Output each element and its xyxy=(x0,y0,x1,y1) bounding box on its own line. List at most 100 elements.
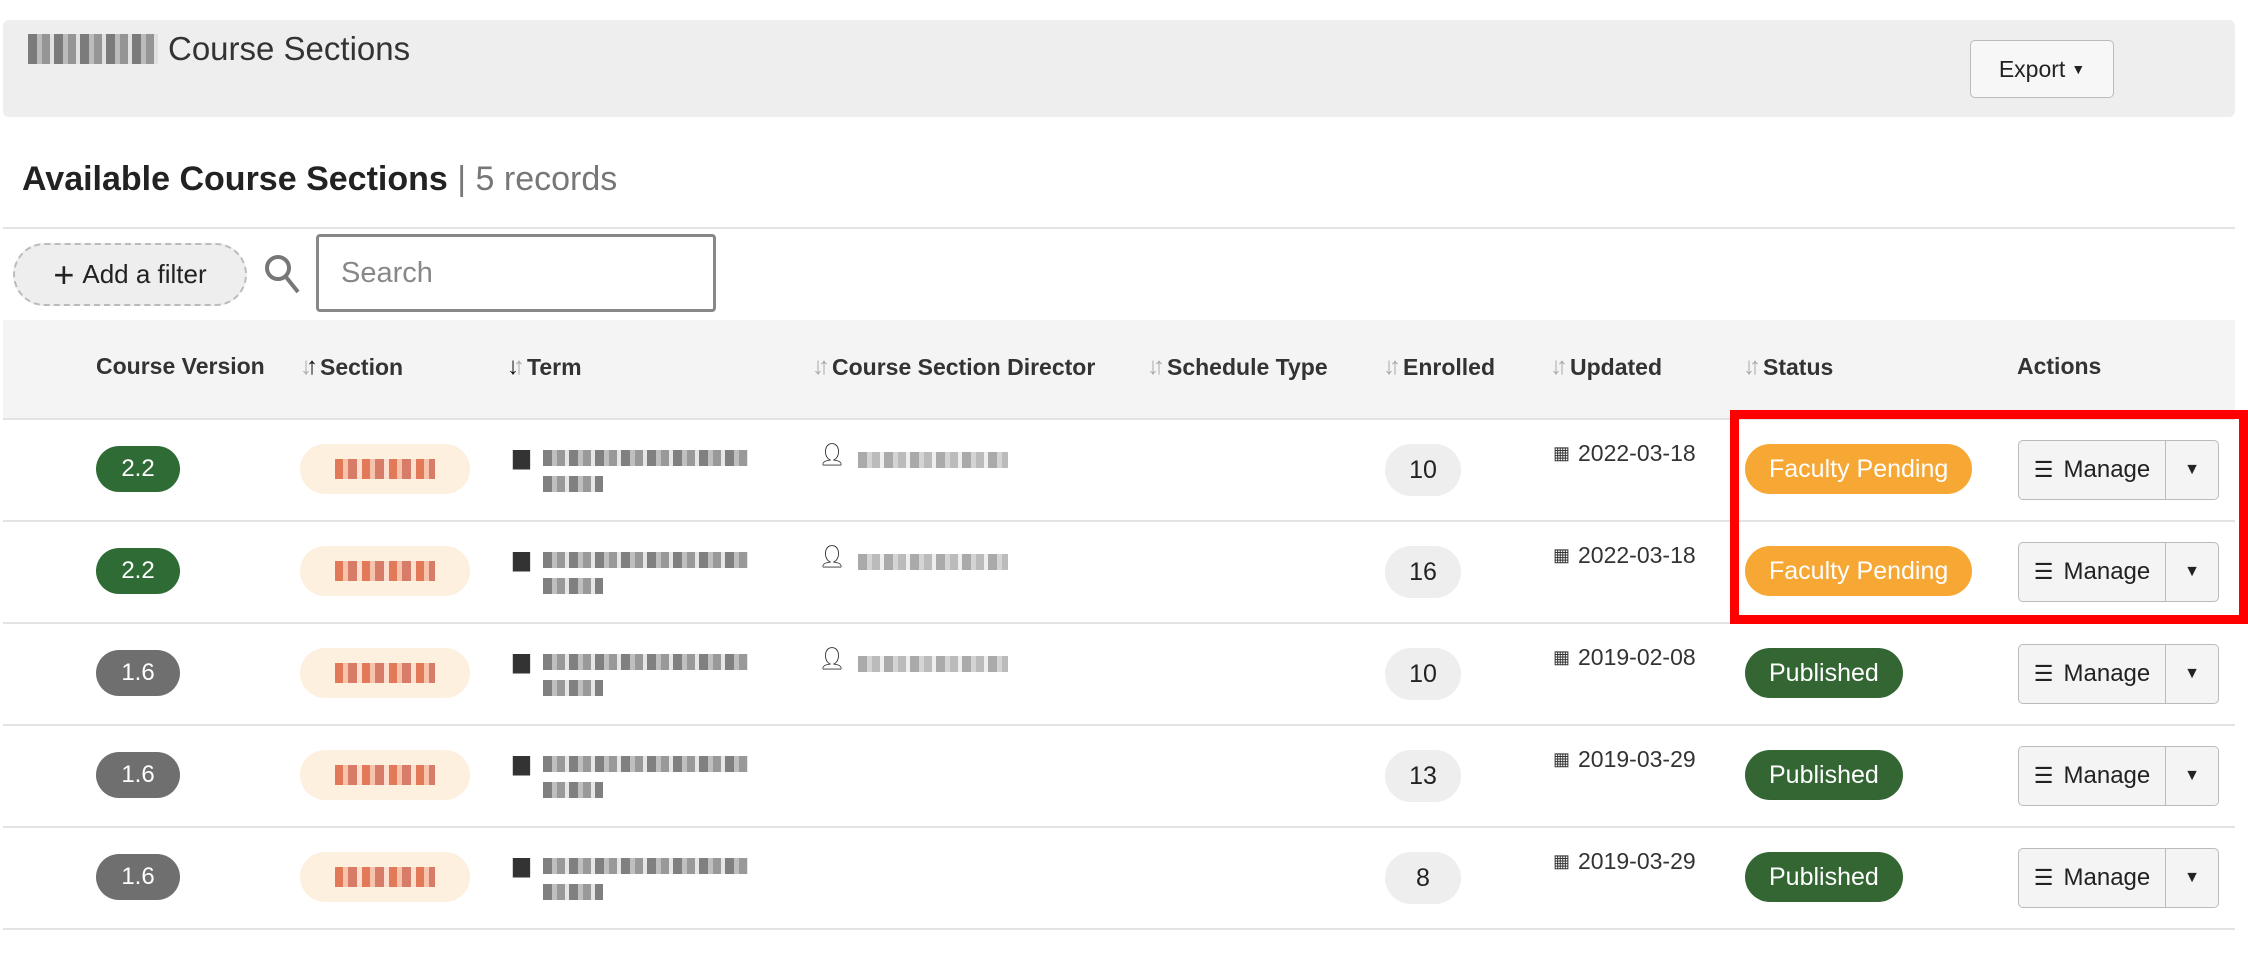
actions-dropdown-toggle[interactable]: ▼ xyxy=(2165,542,2219,602)
col-enrolled[interactable]: ↓↑ Enrolled xyxy=(1383,353,1495,381)
col-section[interactable]: ↓↑ Section xyxy=(300,353,403,381)
section-badge[interactable] xyxy=(300,750,470,800)
manage-label: Manage xyxy=(2063,558,2151,585)
add-filter-button[interactable]: + Add a filter xyxy=(13,243,247,306)
highlight-box xyxy=(1730,410,2248,624)
caret-down-icon: ▼ xyxy=(2071,61,2086,77)
col-label: Enrolled xyxy=(1403,353,1496,380)
caret-down-icon: ▼ xyxy=(2184,461,2200,478)
section-badge[interactable] xyxy=(300,444,470,494)
updated-date: ▦ 2019-02-08 xyxy=(1553,644,1696,671)
calendar-icon: ▆ xyxy=(513,750,530,775)
col-label: Schedule Type xyxy=(1167,353,1328,380)
col-director[interactable]: ↓↑ Course Section Director xyxy=(812,353,1095,381)
person-icon: 👤︎ xyxy=(818,646,846,671)
section-badge[interactable] xyxy=(300,546,470,596)
sort-icon: ↓↑ xyxy=(1743,353,1761,380)
version-badge: 2.2 xyxy=(96,446,180,492)
redacted-term xyxy=(543,884,603,900)
col-schedule-type[interactable]: ↓↑ Schedule Type xyxy=(1147,353,1328,381)
date-text: 2019-02-08 xyxy=(1578,644,1696,670)
person-icon: 👤︎ xyxy=(818,544,846,569)
actions-dropdown-toggle[interactable]: ▼ xyxy=(2165,848,2219,908)
redacted-section xyxy=(335,765,435,785)
col-course-version[interactable]: Course Version xyxy=(96,353,265,380)
add-filter-label: Add a filter xyxy=(82,259,207,289)
export-button[interactable]: Export ▼ xyxy=(1970,40,2114,98)
version-badge: 1.6 xyxy=(96,752,180,798)
status-badge: Faculty Pending xyxy=(1745,546,1973,596)
table-row: 1.6 ▆ 8 ▦ 2019-03-29 Published ☰ Manage ▼ xyxy=(3,826,2235,928)
caret-down-icon: ▼ xyxy=(2184,563,2200,580)
manage-button[interactable]: ☰ Manage xyxy=(2018,542,2166,602)
person-icon: 👤︎ xyxy=(818,442,846,467)
search-icon xyxy=(265,255,300,294)
actions-dropdown-toggle[interactable]: ▼ xyxy=(2165,746,2219,806)
actions-dropdown-toggle[interactable]: ▼ xyxy=(2165,440,2219,500)
manage-label: Manage xyxy=(2063,456,2151,483)
enrolled-count: 8 xyxy=(1385,852,1461,904)
sort-icon: ↓↑ xyxy=(1550,353,1568,380)
redacted-term xyxy=(543,756,748,772)
calendar-icon: ▆ xyxy=(513,444,530,469)
col-label: Course Version xyxy=(96,353,265,379)
redacted-term xyxy=(543,782,603,798)
col-label: Actions xyxy=(2017,353,2102,379)
redacted-term xyxy=(543,654,748,670)
redacted-term xyxy=(543,858,748,874)
calendar-icon: ▦ xyxy=(1553,545,1571,565)
manage-button[interactable]: ☰ Manage xyxy=(2018,644,2166,704)
enrolled-count: 10 xyxy=(1385,444,1461,496)
sort-asc-icon: ↓↑ xyxy=(300,353,318,380)
title-text: Course Sections xyxy=(168,30,411,67)
date-text: 2022-03-18 xyxy=(1578,440,1696,466)
calendar-icon: ▆ xyxy=(513,546,530,571)
updated-date: ▦ 2022-03-18 xyxy=(1553,440,1696,467)
redacted-term xyxy=(543,578,603,594)
listing-title: Available Course Sections xyxy=(22,160,448,198)
redacted-term xyxy=(543,680,603,696)
sort-icon: ↓↑ xyxy=(1383,353,1401,380)
col-status[interactable]: ↓↑ Status xyxy=(1743,353,1833,381)
manage-label: Manage xyxy=(2063,864,2151,891)
col-term[interactable]: ↓↑ Term xyxy=(507,353,582,381)
search-input[interactable] xyxy=(316,234,716,312)
caret-down-icon: ▼ xyxy=(2184,869,2200,886)
redacted-term xyxy=(543,450,748,466)
section-badge[interactable] xyxy=(300,852,470,902)
calendar-icon: ▦ xyxy=(1553,851,1571,871)
actions-dropdown-toggle[interactable]: ▼ xyxy=(2165,644,2219,704)
list-icon: ☰ xyxy=(2033,661,2054,686)
updated-date: ▦ 2019-03-29 xyxy=(1553,746,1696,773)
list-icon: ☰ xyxy=(2033,457,2054,482)
calendar-icon: ▆ xyxy=(513,648,530,673)
table-header xyxy=(3,320,2235,418)
redacted-director xyxy=(858,452,1008,468)
date-text: 2019-03-29 xyxy=(1578,746,1696,772)
manage-label: Manage xyxy=(2063,660,2151,687)
manage-button[interactable]: ☰ Manage xyxy=(2018,746,2166,806)
version-badge: 1.6 xyxy=(96,854,180,900)
manage-button[interactable]: ☰ Manage xyxy=(2018,848,2166,908)
calendar-icon: ▦ xyxy=(1553,647,1571,667)
redacted-director xyxy=(858,554,1008,570)
redacted-term xyxy=(543,476,603,492)
col-label: Status xyxy=(1763,353,1834,380)
col-label: Updated xyxy=(1570,353,1662,380)
listing-heading: Available Course Sections | 5 records xyxy=(22,160,617,199)
table-row: 2.2 ▆ 👤︎ 16 ▦ 2022-03-18 Faculty Pending … xyxy=(3,520,2235,622)
enrolled-count: 10 xyxy=(1385,648,1461,700)
table-bottom xyxy=(3,928,2235,930)
col-updated[interactable]: ↓↑ Updated xyxy=(1550,353,1662,381)
date-text: 2019-03-29 xyxy=(1578,848,1696,874)
divider xyxy=(3,227,2235,229)
version-badge: 1.6 xyxy=(96,650,180,696)
redacted-term xyxy=(543,552,748,568)
enrolled-count: 13 xyxy=(1385,750,1461,802)
section-badge[interactable] xyxy=(300,648,470,698)
manage-label: Manage xyxy=(2063,762,2151,789)
redacted-section xyxy=(335,459,435,479)
redacted-director xyxy=(858,656,1008,672)
enrolled-count: 16 xyxy=(1385,546,1461,598)
list-icon: ☰ xyxy=(2033,559,2054,584)
